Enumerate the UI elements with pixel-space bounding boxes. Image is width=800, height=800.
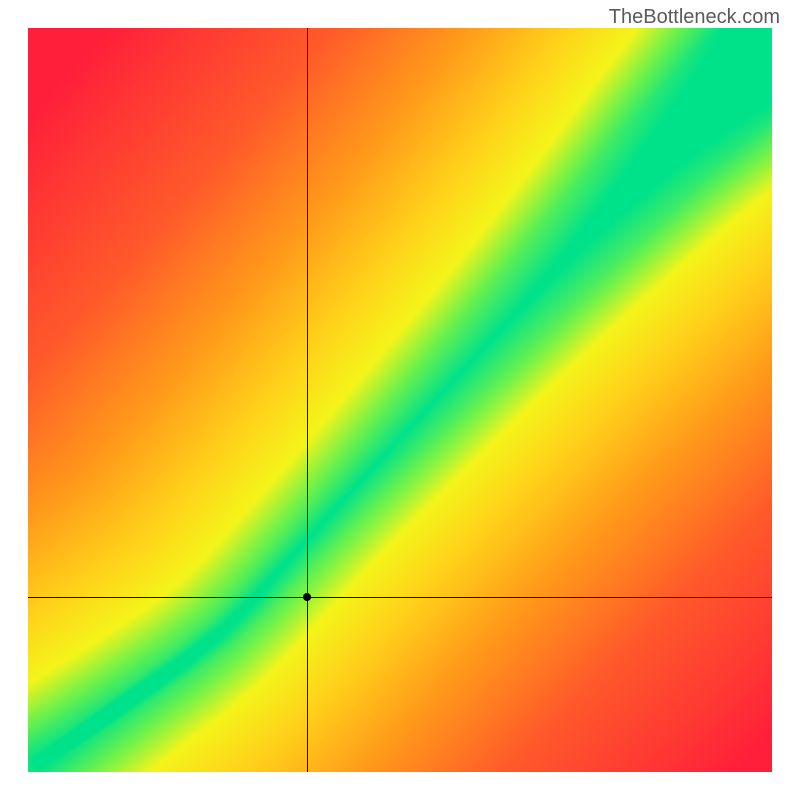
chart-container: TheBottleneck.com: [0, 0, 800, 800]
crosshair-horizontal: [28, 597, 772, 598]
crosshair-marker-dot: [303, 593, 311, 601]
watermark-text: TheBottleneck.com: [609, 6, 780, 29]
plot-area: [28, 28, 772, 772]
heatmap-canvas: [28, 28, 772, 772]
crosshair-vertical: [307, 28, 308, 772]
